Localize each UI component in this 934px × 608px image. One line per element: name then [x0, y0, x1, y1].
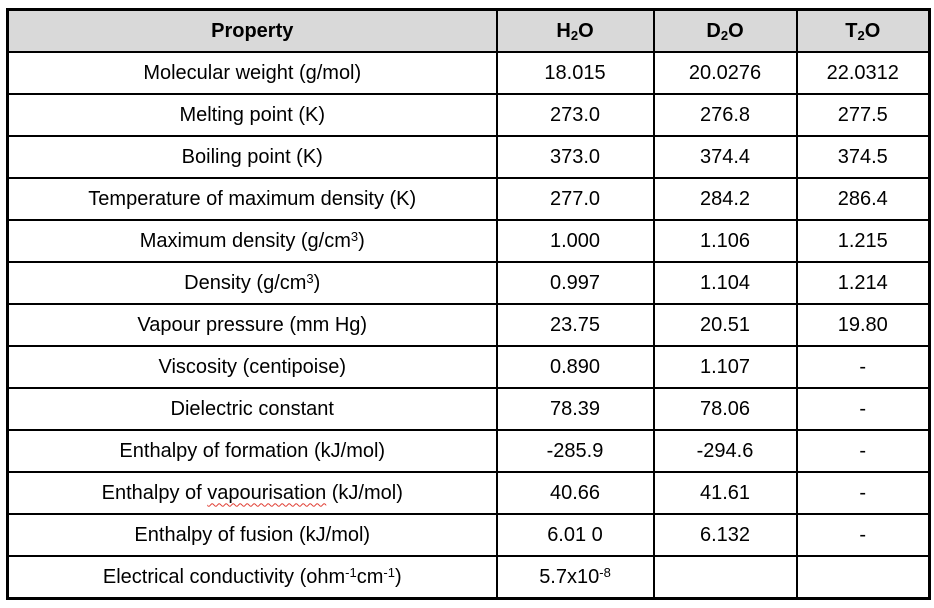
subscript: 2: [857, 27, 865, 43]
superscript: -1: [345, 564, 357, 580]
property-cell: Maximum density (g/cm3): [6, 219, 498, 263]
value-cell: 0.997: [495, 261, 655, 305]
property-cell: Vapour pressure (mm Hg): [6, 303, 498, 347]
superscript: -1: [383, 564, 395, 580]
substance-column-header: T2O: [795, 8, 931, 53]
value-cell: [652, 555, 798, 600]
value-cell: -: [795, 345, 931, 389]
value-cell: 20.0276: [652, 51, 798, 95]
value-cell: 5.7x10-8: [495, 555, 655, 600]
value-cell: 20.51: [652, 303, 798, 347]
heavy-water-properties-table: Property H2O D2O T2O Molecular weight (g/mo…: [6, 8, 931, 600]
header-row: Property H2O D2O T2O: [6, 8, 931, 53]
value-cell: 1.215: [795, 219, 931, 263]
document-page: Property H2O D2O T2O Molecular weight (g/mo…: [6, 8, 931, 600]
value-cell: 78.39: [495, 387, 655, 431]
value-cell: 1.106: [652, 219, 798, 263]
value-cell: 18.015: [495, 51, 655, 95]
property-cell: Electrical conductivity (ohm-1cm-1): [6, 555, 498, 600]
property-cell: Enthalpy of fusion (kJ/mol): [6, 513, 498, 557]
property-cell: Density (g/cm3): [6, 261, 498, 305]
superscript: -8: [599, 564, 611, 580]
superscript: 3: [306, 270, 314, 286]
table-row: Vapour pressure (mm Hg) 23.75 20.51 19.80: [6, 303, 931, 347]
value-cell: 23.75: [495, 303, 655, 347]
table-body: Molecular weight (g/mol) 18.015 20.0276 22.…: [6, 51, 931, 600]
value-cell: 277.5: [795, 93, 931, 137]
table-row: Density (g/cm3) 0.997 1.104 1.214: [6, 261, 931, 305]
value-cell: 40.66: [495, 471, 655, 515]
property-cell: Molecular weight (g/mol): [6, 51, 498, 95]
value-cell: 78.06: [652, 387, 798, 431]
value-cell: 22.0312: [795, 51, 931, 95]
subscript: 2: [570, 27, 579, 43]
value-cell: 1.214: [795, 261, 931, 305]
value-cell: 276.8: [652, 93, 798, 137]
value-cell: -: [795, 513, 931, 557]
value-cell: 1.107: [652, 345, 798, 389]
value-cell: -294.6: [652, 429, 798, 473]
substance-column-header: H2O: [495, 8, 655, 53]
table-row: Dielectric constant 78.39 78.06-: [6, 387, 931, 431]
value-cell: 286.4: [795, 177, 931, 221]
value-cell: 0.890: [495, 345, 655, 389]
subscript: 2: [720, 27, 729, 43]
table-row: Melting point (K) 273.0 276.8 277.5: [6, 93, 931, 137]
value-cell: -285.9: [495, 429, 655, 473]
table-row: Temperature of maximum density (K) 277.0 2…: [6, 177, 931, 221]
table-row: Viscosity (centipoise) 0.890 1.107-: [6, 345, 931, 389]
property-cell: Melting point (K): [6, 93, 498, 137]
value-cell: [795, 555, 931, 600]
value-cell: 284.2: [652, 177, 798, 221]
value-cell: -: [795, 429, 931, 473]
value-cell: 1.104: [652, 261, 798, 305]
value-cell: 277.0: [495, 177, 655, 221]
table-row: Maximum density (g/cm3) 1.000 1.106 1.215: [6, 219, 931, 263]
value-cell: -: [795, 471, 931, 515]
table-row: Boiling point (K) 373.0 374.4 374.5: [6, 135, 931, 179]
value-cell: 374.4: [652, 135, 798, 179]
value-cell: 6.01 0: [495, 513, 655, 557]
value-cell: -: [795, 387, 931, 431]
property-cell: Enthalpy of vapourisation (kJ/mol): [6, 471, 498, 515]
value-cell: 41.61: [652, 471, 798, 515]
superscript: 3: [350, 228, 359, 244]
value-cell: 19.80: [795, 303, 931, 347]
property-cell: Temperature of maximum density (K): [6, 177, 498, 221]
misspelled-word: vapourisation: [207, 481, 327, 504]
value-cell: 6.132: [652, 513, 798, 557]
value-cell: 373.0: [495, 135, 655, 179]
property-column-header: Property: [6, 8, 498, 53]
property-cell: Boiling point (K): [6, 135, 498, 179]
value-cell: 374.5: [795, 135, 931, 179]
substance-column-header: D2O: [652, 8, 798, 53]
table-row: Enthalpy of fusion (kJ/mol) 6.01 0 6.132-: [6, 513, 931, 557]
property-cell: Dielectric constant: [6, 387, 498, 431]
table-row: Molecular weight (g/mol) 18.015 20.0276 22.…: [6, 51, 931, 95]
value-cell: 1.000: [495, 219, 655, 263]
property-cell: Viscosity (centipoise): [6, 345, 498, 389]
table-row: Enthalpy of vapourisation (kJ/mol) 40.66 4…: [6, 471, 931, 515]
property-cell: Enthalpy of formation (kJ/mol): [6, 429, 498, 473]
value-cell: 273.0: [495, 93, 655, 137]
table-row: Enthalpy of formation (kJ/mol) -285.9 -294…: [6, 429, 931, 473]
table-row: Electrical conductivity (ohm-1cm-1) 5.7x1…: [6, 555, 931, 600]
